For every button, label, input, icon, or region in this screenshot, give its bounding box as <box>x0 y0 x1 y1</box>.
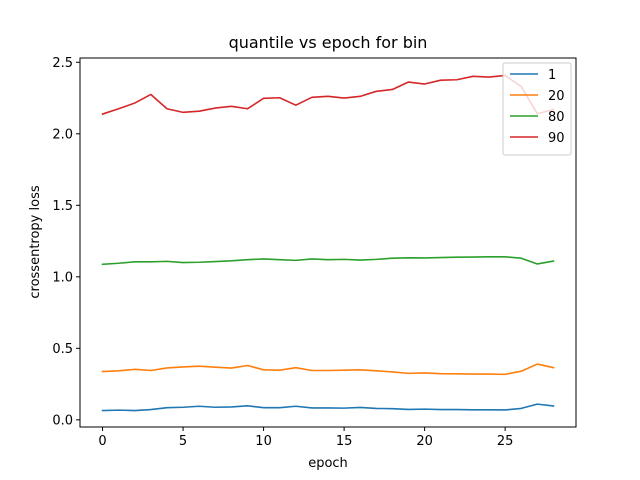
y-axis-label: crossentropy loss <box>28 185 43 298</box>
x-tick-label: 15 <box>336 434 353 449</box>
y-tick-label: 1.5 <box>52 199 73 214</box>
legend-label: 80 <box>548 110 565 125</box>
legend-label: 20 <box>548 89 565 104</box>
legend-label: 90 <box>548 131 565 146</box>
x-axis: 0 5 10 15 20 25 <box>98 427 513 449</box>
y-tick-label: 0.0 <box>52 413 73 428</box>
x-tick-label: 25 <box>497 434 514 449</box>
x-axis-label: epoch <box>308 456 348 471</box>
legend: 1 20 80 90 <box>502 62 572 156</box>
y-tick-label: 2.0 <box>52 127 73 142</box>
x-tick-label: 10 <box>255 434 272 449</box>
legend-frame <box>502 62 572 156</box>
series-line-20 <box>101 363 555 376</box>
x-tick-label: 5 <box>179 434 187 449</box>
y-tick-label: 1.0 <box>52 270 73 285</box>
y-axis: 0.0 0.5 1.0 1.5 2.0 2.5 <box>52 56 80 428</box>
y-tick-label: 0.5 <box>52 342 73 357</box>
series-line-90 <box>101 74 555 116</box>
plot-frame <box>79 57 577 428</box>
series-line-80 <box>101 255 555 266</box>
y-tick-label: 2.5 <box>52 56 73 71</box>
x-tick-label: 0 <box>98 434 106 449</box>
x-tick-label: 20 <box>416 434 433 449</box>
legend-label: 1 <box>548 68 556 83</box>
series-layer <box>101 74 555 412</box>
chart-title: quantile vs epoch for bin <box>229 33 428 52</box>
series-line-1 <box>101 403 555 412</box>
